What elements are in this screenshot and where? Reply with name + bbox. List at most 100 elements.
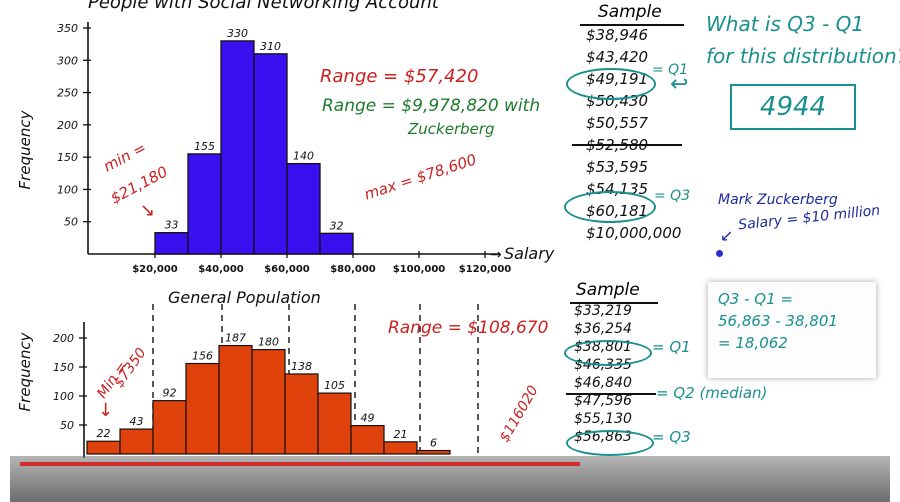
sample-value: $33,219 (574, 303, 632, 319)
y-axis-label: Frequency (16, 109, 34, 189)
top-chart-title: People with Social Networking Account (88, 0, 439, 13)
x-tick-label: $120,000 (459, 264, 512, 275)
x-tick-label: $60,000 (264, 264, 310, 275)
bottom-q1-circle (564, 340, 652, 366)
histogram-bar (317, 392, 352, 455)
bar-value-label: 330 (227, 27, 248, 40)
histogram-bar (119, 428, 154, 455)
bar-value-label: 43 (130, 415, 144, 428)
x-tick-label: $20,000 (132, 264, 178, 275)
bar-value-label: 105 (324, 379, 345, 392)
bottom-median-rule (566, 393, 656, 395)
calc-line3: = 18,062 (718, 334, 788, 352)
question-line1: What is Q3 - Q1 (706, 12, 865, 36)
top-bars: 33 155 330 310 140 32 (154, 27, 354, 255)
histogram-bar (185, 362, 220, 455)
bar-value-label: 180 (258, 336, 279, 349)
sample-value: $53,595 (586, 158, 649, 176)
bar-value-label: 49 (361, 412, 375, 425)
bar-value-label: 92 (163, 387, 177, 400)
bar-value-label: 310 (260, 40, 281, 53)
bottom-bars: 22 43 92 156 187 180 138 105 49 21 6 (86, 332, 451, 455)
zuckerberg-line1: Mark Zuckerberg (718, 192, 838, 208)
median-rule (572, 144, 682, 146)
bar-value-label: 140 (293, 150, 314, 163)
histogram-bar (251, 349, 286, 455)
y-tick-label: 50 (60, 419, 74, 432)
q3-circle (564, 191, 656, 223)
zuckerberg-dot (716, 250, 723, 257)
bottom-chart-title: General Population (168, 288, 321, 307)
bottom-range: Range = $108,670 (388, 318, 549, 338)
sample-value: $10,000,000 (586, 224, 682, 242)
calc-line2: 56,863 - 38,801 (718, 312, 838, 330)
sample-value: $36,254 (574, 321, 632, 337)
histogram-bar (319, 232, 354, 255)
x-axis-arrow-icon: → (490, 247, 502, 263)
bar-value-label: 138 (291, 360, 312, 373)
y-axis-label: Frequency (16, 331, 34, 411)
top-q1-tag: = Q1 (652, 62, 689, 78)
y-tick-label: 150 (53, 361, 74, 374)
histogram-bar (284, 373, 319, 455)
y-tick-label: 200 (57, 119, 78, 132)
bar-value-label: 155 (194, 140, 215, 153)
sample-value: $50,557 (586, 114, 649, 132)
histogram-bar (416, 449, 451, 455)
bottom-q3-tag: = Q3 (652, 428, 691, 446)
bottom-sample-list: $33,219 $36,254 $38,801 $46,335 $46,840 … (574, 302, 632, 446)
bottom-min-arrow-icon: ↓ (98, 400, 114, 421)
bottom-sample-header-rule (570, 302, 658, 304)
bottom-sample-header: Sample (576, 280, 640, 300)
bottom-q1-tag: = Q1 (652, 338, 691, 356)
x-tick-label: $100,000 (393, 264, 446, 275)
y-tick-label: 350 (57, 22, 78, 35)
x-tick-label: $40,000 (198, 264, 244, 275)
histogram-bar (253, 53, 288, 255)
bottom-q2-tag: = Q2 (median) (656, 384, 768, 402)
video-caption-strip (30, 474, 650, 488)
bar-value-label: 156 (192, 350, 213, 363)
top-sample-header: Sample (598, 2, 662, 22)
histogram-bar (383, 441, 418, 455)
top-q3-tag: = Q3 (654, 188, 691, 204)
top-range-zuckerberg-line2: Zuckerberg (408, 120, 495, 138)
histogram-bar (220, 40, 255, 255)
question-line2: for this distribution? (706, 44, 900, 68)
top-sample-header-rule (580, 24, 684, 26)
answer-box: 4944 (730, 84, 856, 130)
y-tick-label: 100 (53, 390, 74, 403)
x-axis-label: Salary (504, 244, 555, 263)
bar-value-label: 21 (394, 428, 408, 441)
histogram-bar (218, 344, 253, 455)
arrow-down-icon: ↙ (720, 226, 734, 245)
histogram-bar (86, 440, 121, 455)
top-range-zuckerberg-line1: Range = $9,978,820 with (322, 96, 541, 116)
bar-value-label: 6 (430, 437, 437, 450)
bar-value-label: 32 (330, 219, 344, 232)
sample-value: $38,946 (586, 26, 649, 44)
top-axes: 50 100 150 200 250 300 350 Frequency $20,000 $40,… (16, 22, 555, 275)
bar-value-label: 33 (165, 219, 179, 232)
q1-circle (566, 68, 656, 100)
histogram-bar (152, 400, 187, 455)
min-arrow-icon: ↘ (140, 200, 156, 221)
top-range: Range = $57,420 (320, 66, 479, 87)
histogram-bar (286, 162, 321, 255)
y-tick-label: 150 (57, 151, 78, 164)
y-tick-label: 250 (57, 87, 78, 100)
bar-value-label: 187 (225, 332, 246, 345)
y-tick-label: 50 (64, 216, 78, 229)
sample-value: $47,596 (574, 393, 632, 409)
video-progress-bar[interactable] (20, 462, 580, 466)
calc-line1: Q3 - Q1 = (718, 290, 793, 308)
bottom-q3-circle (566, 430, 654, 456)
histogram-bar (350, 424, 385, 455)
bar-value-label: 22 (97, 427, 111, 440)
y-tick-label: 200 (53, 332, 74, 345)
sample-value: $46,840 (574, 375, 632, 391)
histogram-bar (187, 153, 222, 255)
calculation-box: Q3 - Q1 = 56,863 - 38,801 = 18,062 (708, 282, 876, 378)
